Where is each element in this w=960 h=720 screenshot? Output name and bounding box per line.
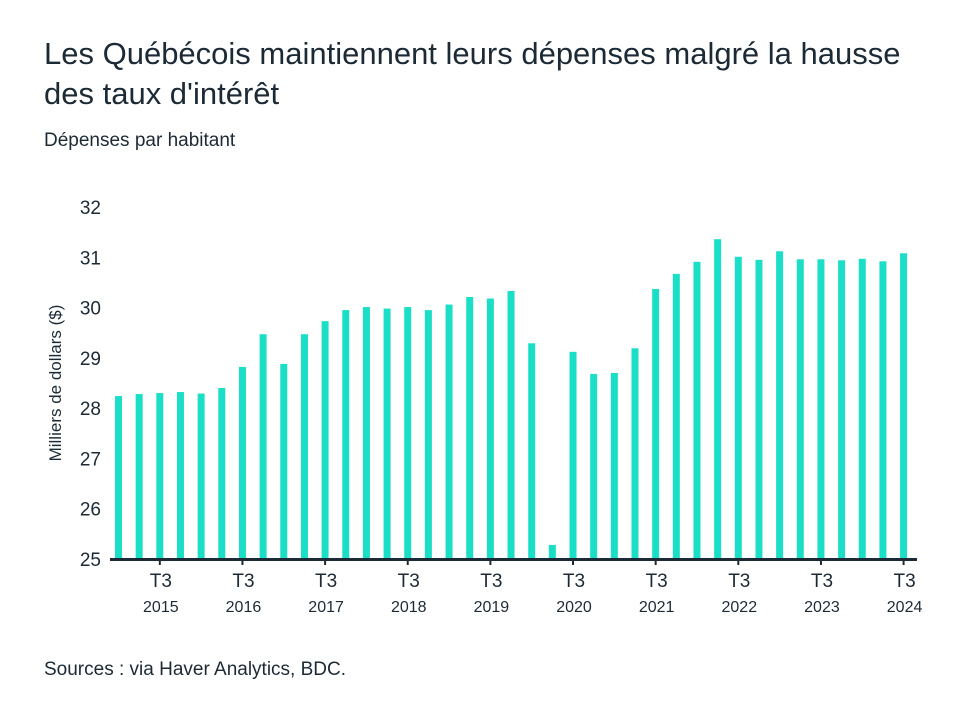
x-tick-quarter: T3 [232,571,254,592]
bar-2015-t3 [156,393,164,559]
chart-subtitle: Dépenses par habitant [44,130,236,151]
bar-2015-t2 [135,394,143,559]
bar-2024-t2 [879,261,887,559]
bar-2023-t2 [796,259,804,559]
bar-2024-t1 [858,258,866,559]
bar-2021-t1 [610,372,618,559]
x-tick-quarter: T3 [563,571,585,592]
bar-2018-t1 [362,307,370,559]
x-tick-quarter: T3 [646,571,668,592]
bar-2024-t3 [900,253,908,559]
y-tick-label: 26 [80,500,101,521]
bar-2015-t1 [115,396,122,559]
bar-2017-t2 [300,334,308,559]
y-tick-label: 31 [80,248,101,269]
bar-2016-t4 [259,334,267,559]
y-tick-label: 29 [80,349,101,370]
bar-2017-t3 [321,321,329,559]
bar-2022-t2 [714,239,722,559]
bar-2015-t4 [176,392,184,559]
bar-2023-t3 [817,259,825,559]
bar-2023-t4 [838,260,846,559]
bar-2022-t3 [734,256,742,559]
x-tick-year: 2016 [226,599,262,616]
x-tick-quarter: T3 [150,571,172,592]
y-tick-label: 32 [80,198,101,219]
x-tick-year: 2018 [391,599,427,616]
y-tick-label: 30 [80,299,101,320]
bar-2019-t3 [486,298,494,559]
x-tick-year: 2021 [639,599,675,616]
x-tick-year: 2024 [887,599,923,616]
bar-2019-t4 [507,290,515,559]
bar-2018-t2 [383,308,391,559]
bar-2017-t4 [342,310,350,559]
bar-2019-t2 [466,297,474,559]
bar-2016-t3 [238,366,246,559]
x-tick-year: 2020 [556,599,592,616]
bar-2016-t1 [197,393,205,559]
x-tick-year: 2019 [474,599,510,616]
x-tick-year: 2022 [722,599,758,616]
bar-2022-t1 [693,261,701,559]
bar-2023-t1 [776,251,784,559]
x-tick-quarter: T3 [398,571,420,592]
x-tick-year: 2023 [804,599,840,616]
y-tick-label: 28 [80,399,101,420]
bar-2017-t1 [280,363,288,559]
x-tick-quarter: T3 [480,571,502,592]
bar-2021-t3 [652,288,660,559]
bar-2020-t1 [528,343,536,559]
x-tick-quarter: T3 [811,571,833,592]
chart-title: Les Québécois maintiennent leurs dépense… [44,36,901,111]
bar-2020-t3 [569,351,577,559]
bar-2022-t4 [755,259,763,559]
source-note: Sources : via Haver Analytics, BDC. [44,659,346,680]
bar-2019-t1 [445,304,453,559]
x-tick-quarter: T3 [728,571,750,592]
bar-2020-t2 [548,544,556,559]
x-tick-year: 2017 [308,599,344,616]
bar-2021-t2 [631,348,639,559]
x-tick-year: 2015 [143,599,179,616]
bar-2021-t4 [672,273,680,559]
y-tick-label: 25 [80,550,101,571]
bar-2018-t4 [424,310,432,559]
bar-2018-t3 [404,307,412,559]
bar-2016-t2 [218,388,226,559]
x-tick-quarter: T3 [315,571,337,592]
x-tick-quarter: T3 [893,571,915,592]
bar-2020-t4 [590,373,598,559]
y-tick-label: 27 [80,449,101,470]
y-axis-label: Milliers de dollars ($) [46,305,65,462]
